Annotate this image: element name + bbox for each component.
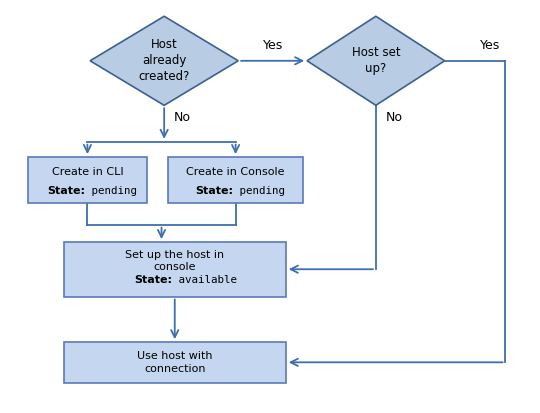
Text: State:: State: [47, 186, 85, 196]
FancyBboxPatch shape [64, 342, 286, 382]
Text: No: No [174, 112, 191, 124]
Polygon shape [307, 16, 444, 105]
Text: State:: State: [195, 186, 233, 196]
Text: Yes: Yes [480, 39, 500, 52]
FancyBboxPatch shape [28, 157, 147, 204]
Text: Set up the host in
console: Set up the host in console [125, 250, 224, 272]
Text: pending: pending [233, 186, 285, 196]
Text: Create in CLI: Create in CLI [52, 167, 123, 177]
Text: Create in Console: Create in Console [186, 167, 285, 177]
Text: Use host with
connection: Use host with connection [137, 351, 213, 373]
Text: Host
already
created?: Host already created? [138, 38, 190, 83]
FancyBboxPatch shape [64, 242, 286, 297]
Text: Yes: Yes [262, 39, 283, 52]
Text: No: No [386, 112, 402, 124]
Text: pending: pending [85, 186, 137, 196]
Polygon shape [90, 16, 238, 105]
Text: State:: State: [134, 275, 172, 285]
FancyBboxPatch shape [168, 157, 303, 204]
Text: available: available [172, 275, 237, 285]
Text: Host set
up?: Host set up? [352, 46, 400, 75]
